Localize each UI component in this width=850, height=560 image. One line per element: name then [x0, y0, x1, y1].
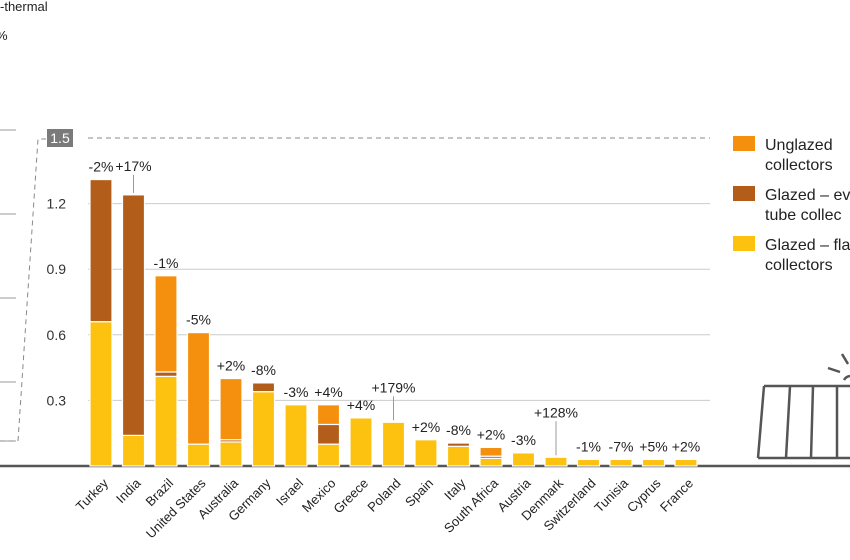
change-label: +2%	[477, 426, 505, 442]
collector-panel	[756, 384, 850, 460]
bar-segment	[446, 442, 471, 447]
change-label: -1%	[576, 438, 601, 454]
change-label: -5%	[186, 312, 211, 328]
change-label: +4%	[314, 384, 342, 400]
bar-segment	[641, 458, 666, 467]
change-label: +128%	[534, 404, 578, 420]
y-tick-label: 0.9	[47, 261, 67, 277]
legend-swatch	[733, 136, 755, 151]
bar-segment	[89, 178, 113, 323]
change-label: +2%	[412, 419, 440, 435]
legend: Unglazed collectors Glazed – ev tube collec…	[733, 136, 850, 274]
bar-segment	[414, 439, 438, 467]
y-axis-label: -thermal	[0, 0, 48, 14]
legend-label: Glazed – fla	[765, 237, 850, 254]
change-label: +2%	[672, 438, 700, 454]
bar-segment	[316, 443, 341, 467]
y-axis-unit: %	[0, 28, 8, 43]
category-label: India	[113, 475, 144, 506]
sun-rays	[827, 353, 850, 381]
bar-segment	[89, 321, 113, 467]
y-tick-label: 0.3	[47, 392, 67, 408]
bar-segment	[186, 332, 211, 445]
change-label: +179%	[372, 379, 416, 395]
bar-segment	[609, 458, 633, 467]
change-label: -3%	[511, 432, 536, 448]
left-axis-fragment: -thermal %	[0, 0, 48, 442]
bar-segment	[154, 375, 178, 467]
change-label: -3%	[284, 384, 309, 400]
bar-segment	[479, 446, 503, 457]
change-label: -1%	[154, 255, 179, 271]
category-label: Italy	[441, 475, 469, 503]
bar-segment	[251, 391, 276, 467]
change-label: +2%	[217, 358, 245, 374]
legend-swatch	[733, 186, 755, 201]
bar-segment	[446, 445, 471, 467]
category-label: Greece	[330, 476, 371, 517]
legend-label: collectors	[765, 157, 833, 174]
change-label: -8%	[446, 422, 471, 438]
bar-segment	[674, 458, 698, 467]
zoom-connector	[0, 138, 46, 442]
tick-badge	[47, 129, 73, 147]
bar-segment	[154, 275, 178, 373]
change-labels: -2% +17% -1% -5% +2% -8% -3% +4% +4% +179% +2% -8% +…	[89, 158, 700, 456]
change-label: -8%	[251, 362, 276, 378]
bar-segment	[154, 371, 178, 377]
bar-segment	[349, 417, 373, 467]
solar-collector-illustration	[756, 353, 850, 460]
change-label: +4%	[347, 397, 375, 413]
bar-segment	[284, 404, 308, 467]
change-label: -7%	[609, 438, 634, 454]
legend-label: Unglazed	[765, 137, 833, 154]
bar-segment	[511, 452, 536, 467]
bar-segment	[219, 377, 243, 441]
category-label: Poland	[364, 476, 403, 515]
bar-segment	[316, 404, 341, 426]
y-tick-labels: 0.3 0.6 0.9 1.2 1.5	[47, 129, 73, 408]
bar-segment	[576, 458, 601, 467]
bar-segment	[381, 421, 406, 467]
category-label: Cyprus	[624, 475, 664, 515]
y-tick-label: 0.6	[47, 327, 67, 343]
change-label: -2%	[89, 159, 114, 175]
category-label: Spain	[402, 476, 436, 510]
bar-segment	[186, 443, 211, 467]
bar-segment	[121, 194, 146, 436]
change-label: +5%	[639, 438, 667, 454]
legend-swatch	[733, 236, 755, 251]
bar-segment	[219, 441, 243, 467]
category-label: Tunisia	[591, 475, 631, 515]
bar-segment	[544, 456, 568, 467]
bar-segment	[316, 423, 341, 445]
bar-segment	[479, 457, 503, 467]
category-label: Turkey	[73, 475, 112, 514]
y-tick-label: 1.2	[47, 196, 67, 212]
bars	[89, 178, 698, 467]
bar-segment	[121, 434, 146, 467]
category-label: France	[657, 476, 696, 515]
legend-label: collectors	[765, 257, 833, 274]
legend-label: Glazed – ev	[765, 187, 850, 204]
y-tick-label: 1.5	[50, 130, 70, 146]
change-label: +17%	[115, 158, 151, 174]
legend-label: tube collec	[765, 207, 842, 224]
bar-segment	[251, 382, 276, 393]
